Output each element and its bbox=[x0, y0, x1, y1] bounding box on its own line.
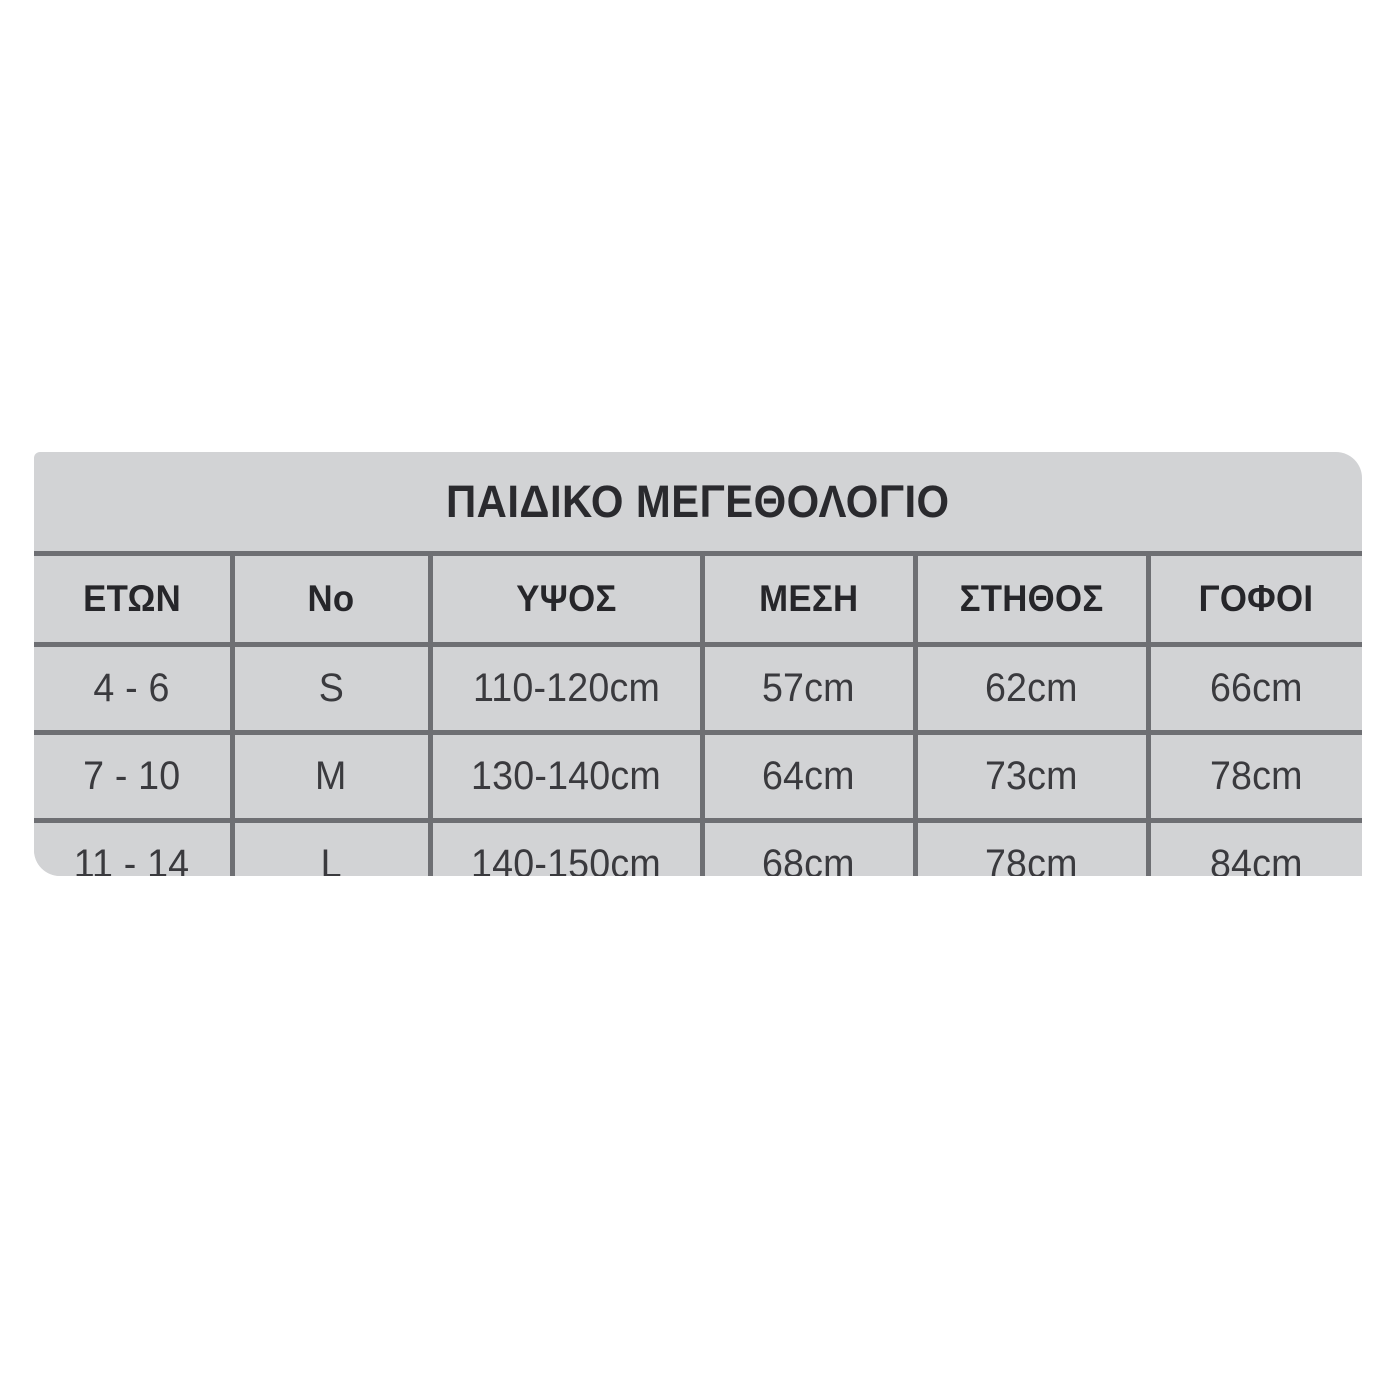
cell-chest: 73cm bbox=[915, 730, 1151, 821]
cell-no-value: M bbox=[315, 754, 347, 798]
cell-years-value: 7 - 10 bbox=[83, 754, 181, 798]
table-row: 4 - 6 S 110-120cm 57cm 62cm 66cm bbox=[34, 642, 1362, 733]
table-header-row: ΕΤΩΝ Νο ΥΨΟΣ ΜΕΣΗ ΣΤΗΘΟΣ ΓΟΦΟΙ bbox=[34, 551, 1362, 645]
column-header-no: Νο bbox=[232, 551, 433, 645]
cell-years-value: 11 - 14 bbox=[73, 842, 190, 876]
table-row: 11 - 14 L 140-150cm 68cm 78cm 84cm bbox=[34, 818, 1362, 876]
cell-waist: 64cm bbox=[702, 730, 918, 821]
column-header-waist-label: ΜΕΣΗ bbox=[758, 578, 859, 619]
cell-waist: 68cm bbox=[702, 818, 918, 876]
cell-hips-value: 84cm bbox=[1209, 842, 1303, 876]
cell-no: S bbox=[232, 642, 433, 733]
cell-chest-value: 73cm bbox=[985, 754, 1078, 798]
cell-years: 7 - 10 bbox=[34, 730, 235, 821]
cell-years: 11 - 14 bbox=[34, 818, 235, 876]
cell-no-value: L bbox=[320, 842, 342, 876]
column-header-height: ΥΨΟΣ bbox=[430, 551, 705, 645]
cell-chest: 78cm bbox=[915, 818, 1151, 876]
cell-hips: 84cm bbox=[1148, 818, 1362, 876]
cell-no-value: S bbox=[318, 666, 344, 710]
size-grid: ΕΤΩΝ Νο ΥΨΟΣ ΜΕΣΗ ΣΤΗΘΟΣ ΓΟΦΟΙ 4 - 6 S 1… bbox=[34, 551, 1362, 876]
page-title: ΠΑΙΔΙΚΟ ΜΕΓΕΘΟΛΟΓΙΟ bbox=[446, 475, 950, 527]
column-header-no-label: Νο bbox=[307, 578, 355, 619]
column-header-height-label: ΥΨΟΣ bbox=[515, 578, 617, 619]
column-header-years: ΕΤΩΝ bbox=[34, 551, 235, 645]
cell-hips: 66cm bbox=[1148, 642, 1362, 733]
cell-waist-value: 68cm bbox=[762, 842, 855, 876]
cell-years: 4 - 6 bbox=[34, 642, 235, 733]
cell-chest: 62cm bbox=[915, 642, 1151, 733]
cell-height: 140-150cm bbox=[430, 818, 705, 876]
cell-chest-value: 78cm bbox=[985, 842, 1078, 876]
column-header-hips-label: ΓΟΦΟΙ bbox=[1198, 578, 1314, 619]
cell-no: M bbox=[232, 730, 433, 821]
table-row: 7 - 10 M 130-140cm 64cm 73cm 78cm bbox=[34, 730, 1362, 821]
cell-waist-value: 64cm bbox=[762, 754, 855, 798]
size-table: ΕΤΩΝ Νο ΥΨΟΣ ΜΕΣΗ ΣΤΗΘΟΣ ΓΟΦΟΙ 4 - 6 S 1… bbox=[34, 551, 1362, 876]
cell-waist: 57cm bbox=[702, 642, 918, 733]
size-chart-table: ΠΑΙΔΙΚΟ ΜΕΓΕΘΟΛΟΓΙΟ ΕΤΩΝ Νο ΥΨΟΣ ΜΕΣΗ ΣΤ… bbox=[34, 452, 1362, 876]
cell-height-value: 140-150cm bbox=[471, 842, 661, 876]
column-header-chest-label: ΣΤΗΘΟΣ bbox=[959, 578, 1104, 619]
cell-hips-value: 78cm bbox=[1209, 754, 1303, 798]
cell-hips-value: 66cm bbox=[1209, 666, 1303, 710]
cell-hips: 78cm bbox=[1148, 730, 1362, 821]
cell-chest-value: 62cm bbox=[985, 666, 1078, 710]
cell-waist-value: 57cm bbox=[762, 666, 855, 710]
column-header-hips: ΓΟΦΟΙ bbox=[1148, 551, 1362, 645]
cell-years-value: 4 - 6 bbox=[93, 666, 170, 710]
column-header-chest: ΣΤΗΘΟΣ bbox=[915, 551, 1151, 645]
cell-height-value: 110-120cm bbox=[472, 666, 660, 710]
cell-height: 130-140cm bbox=[430, 730, 705, 821]
cell-height-value: 130-140cm bbox=[471, 754, 661, 798]
cell-no: L bbox=[232, 818, 433, 876]
column-header-years-label: ΕΤΩΝ bbox=[82, 578, 181, 619]
chart-title-band: ΠΑΙΔΙΚΟ ΜΕΓΕΘΟΛΟΓΙΟ bbox=[34, 452, 1362, 551]
column-header-waist: ΜΕΣΗ bbox=[702, 551, 918, 645]
cell-height: 110-120cm bbox=[430, 642, 705, 733]
